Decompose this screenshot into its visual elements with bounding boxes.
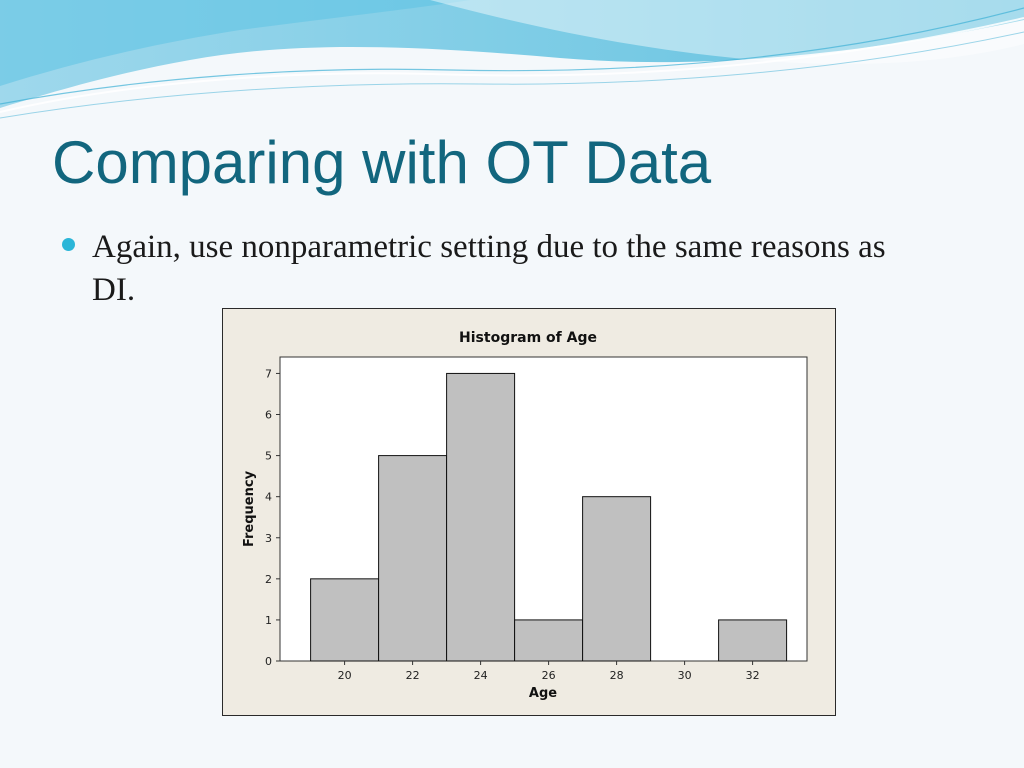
header-wave-decoration bbox=[0, 0, 1024, 119]
x-tick-label: 26 bbox=[542, 669, 556, 682]
x-tick-label: 24 bbox=[474, 669, 488, 682]
y-axis-title: Frequency bbox=[242, 470, 257, 547]
histogram-bar-26 bbox=[514, 619, 584, 662]
histogram-bar-28 bbox=[582, 496, 652, 662]
y-tick-label: 3 bbox=[265, 532, 272, 545]
bars-group bbox=[310, 372, 788, 662]
histogram-bar-24 bbox=[446, 372, 516, 662]
y-axis-ticks: 0 1 2 3 4 5 6 7 bbox=[265, 367, 280, 668]
bullet-dot-icon bbox=[62, 238, 75, 251]
x-tick-label: 30 bbox=[678, 669, 692, 682]
y-tick-label: 5 bbox=[265, 450, 272, 463]
y-tick-label: 7 bbox=[265, 367, 272, 380]
histogram-bar-20 bbox=[310, 578, 380, 662]
histogram-svg: Histogram of Age 0 1 2 3 4 5 6 7 20 22 24 26 28 30 32… bbox=[242, 330, 808, 701]
x-tick-label: 28 bbox=[610, 669, 624, 682]
chart-title: Histogram of Age bbox=[459, 330, 597, 346]
y-tick-label: 6 bbox=[265, 409, 272, 422]
histogram-bar-32 bbox=[718, 619, 788, 662]
y-tick-label: 4 bbox=[265, 491, 272, 504]
bullet-text: Again, use nonparametric setting due to … bbox=[92, 229, 886, 308]
slide-title: Comparing with OT Data bbox=[52, 129, 712, 196]
histogram-chart: Histogram of Age 0 1 2 3 4 5 6 7 20 22 24 26 28 30 32… bbox=[222, 308, 836, 716]
x-tick-label: 32 bbox=[746, 669, 760, 682]
x-tick-label: 20 bbox=[338, 669, 352, 682]
histogram-bar-22 bbox=[378, 455, 448, 662]
x-axis-ticks: 20 22 24 26 28 30 32 bbox=[338, 661, 760, 682]
y-tick-label: 1 bbox=[265, 614, 272, 627]
x-axis-title: Age bbox=[529, 686, 557, 701]
x-tick-label: 22 bbox=[406, 669, 420, 682]
y-tick-label: 2 bbox=[265, 573, 272, 586]
y-tick-label: 0 bbox=[265, 655, 272, 668]
